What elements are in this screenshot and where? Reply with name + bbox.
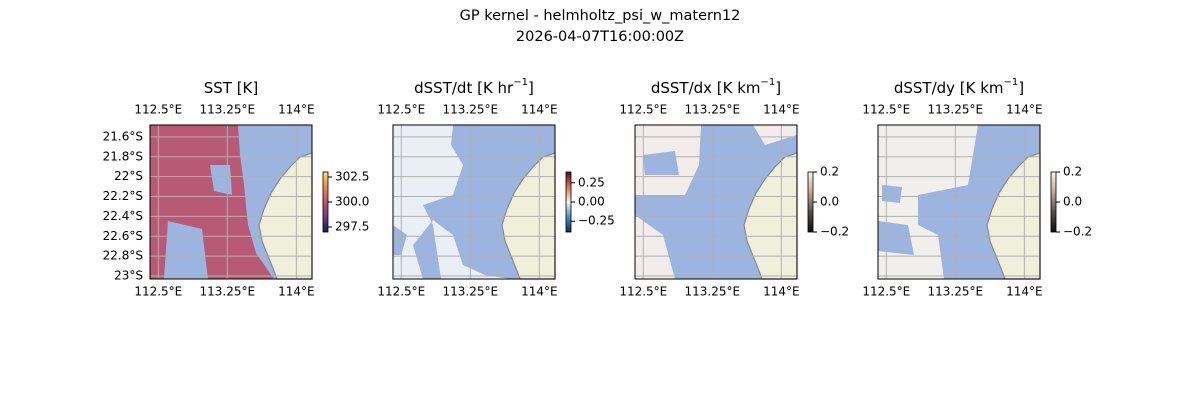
panel-title: dSST/dt [K hr−1] (414, 77, 534, 97)
lon-label-bottom: 112.5°E (377, 285, 425, 299)
title-text: SST [K] (204, 79, 259, 97)
lon-label-bottom: 114°E (763, 285, 800, 299)
lat-label: 22.8°S (103, 249, 143, 263)
colorbar-label: 0.0 (820, 195, 839, 209)
masked-ocean (882, 185, 902, 203)
colorbar-label: −0.2 (1063, 225, 1092, 239)
title-end: ] (775, 79, 781, 97)
lon-label-top: 113.25°E (685, 103, 741, 117)
colorbar-label: 0.00 (578, 195, 605, 209)
lon-label-bottom: 114°E (521, 285, 558, 299)
colorbar-label: −0.25 (578, 214, 615, 228)
lat-label: 22.2°S (103, 189, 143, 203)
lon-label-top: 112.5°E (377, 103, 425, 117)
lat-label: 23°S (114, 269, 143, 283)
lon-label-bottom: 112.5°E (134, 285, 182, 299)
lat-label: 22.4°S (103, 209, 143, 223)
lon-label-top: 112.5°E (862, 103, 910, 117)
lon-label-top: 113.25°E (928, 103, 984, 117)
colorbar-label: 297.5 (335, 220, 369, 234)
colorbar-label: 300.0 (335, 195, 369, 209)
lon-label-top: 112.5°E (619, 103, 667, 117)
map-panel: dSST/dx [K km−1] 112.5°E 112.5°E 113.25°E 11… (619, 77, 849, 299)
lat-label: 22°S (114, 169, 143, 183)
lon-label-top: 114°E (1006, 103, 1043, 117)
colorbar-label: −0.2 (820, 225, 849, 239)
map-panel: SST [K] 112.5°E 112.5°E 113.25°E 113.25°E 114… (103, 79, 370, 299)
lon-label-bottom: 112.5°E (619, 285, 667, 299)
lon-label-bottom: 114°E (278, 285, 315, 299)
colorbar-label: 0.2 (820, 165, 839, 179)
lon-label-top: 114°E (278, 103, 315, 117)
colorbar-label: 0.25 (578, 175, 605, 189)
lon-label-bottom: 113.25°E (928, 285, 984, 299)
figure-subtitle: 2026-04-07T16:00:00Z (516, 29, 684, 45)
colorbar-label: 302.5 (335, 170, 369, 184)
title-text: dSST/dy [K km (894, 79, 1004, 97)
title-end: ] (528, 79, 534, 97)
masked-ocean (643, 151, 679, 175)
masked-ocean (164, 221, 208, 279)
lon-label-top: 112.5°E (134, 103, 182, 117)
title-end: ] (1018, 79, 1024, 97)
lon-label-top: 113.25°E (200, 103, 256, 117)
lon-label-top: 114°E (521, 103, 558, 117)
title-text: dSST/dt [K hr (414, 79, 514, 97)
map-frame (392, 124, 556, 280)
lat-label: 21.8°S (103, 149, 143, 163)
colorbar (322, 171, 329, 233)
title-superscript: −1 (513, 77, 528, 88)
masked-ocean (878, 221, 914, 255)
lat-label: 22.6°S (103, 229, 143, 243)
map-frame (877, 124, 1041, 280)
lat-label: 21.6°S (103, 129, 143, 143)
lon-label-bottom: 112.5°E (862, 285, 910, 299)
colorbar-label: 0.2 (1063, 165, 1082, 179)
title-superscript: −1 (761, 77, 776, 88)
colorbar (565, 171, 572, 233)
colorbar (807, 171, 814, 233)
lon-label-top: 114°E (763, 103, 800, 117)
figure-title: GP kernel - helmholtz_psi_w_matern12 (460, 8, 741, 24)
map-frame (149, 124, 313, 280)
lon-label-bottom: 114°E (1006, 285, 1043, 299)
map-panel: dSST/dy [K km−1] 112.5°E 112.5°E 113.25°E 11… (862, 77, 1092, 299)
lon-label-bottom: 113.25°E (200, 285, 256, 299)
lon-label-bottom: 113.25°E (685, 285, 741, 299)
panel-title: dSST/dy [K km−1] (894, 77, 1024, 97)
masked-ocean (210, 165, 232, 195)
masked-ocean (393, 225, 407, 255)
colorbar (1050, 171, 1057, 233)
colorbar-label: 0.0 (1063, 195, 1082, 209)
title-superscript: −1 (1004, 77, 1019, 88)
lon-label-top: 113.25°E (443, 103, 499, 117)
map-frame (634, 124, 798, 280)
map-panel: dSST/dt [K hr−1] 112.5°E 112.5°E 113.25°E 11… (377, 77, 614, 299)
panel-title: SST [K] (204, 79, 259, 97)
panel-title: dSST/dx [K km−1] (651, 77, 781, 97)
lon-label-bottom: 113.25°E (443, 285, 499, 299)
title-text: dSST/dx [K km (651, 79, 761, 97)
